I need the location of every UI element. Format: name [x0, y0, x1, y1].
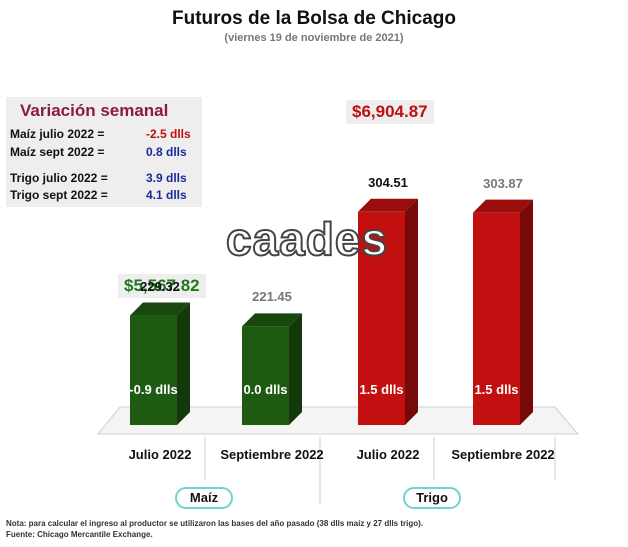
bar-value-label: 221.45: [252, 289, 292, 305]
weekly-variation-panel: [6, 97, 202, 207]
bars-group: [130, 198, 533, 425]
group-label-maiz: Maíz: [175, 487, 233, 509]
category-label: Julio 2022: [128, 447, 192, 462]
bar: [130, 315, 177, 425]
bar: [473, 212, 520, 425]
weekly-row-label: Trigo julio 2022 =: [10, 171, 108, 185]
watermark-logo: caades: [225, 212, 389, 266]
bar-change-label: 0.0 dlls: [243, 382, 288, 397]
trigo-total-price: $6,904.87: [346, 100, 434, 124]
bar: [358, 211, 405, 425]
bar-change-label: 1.5 dlls: [359, 382, 404, 397]
footnote: Nota: para calcular el ingreso al produc…: [6, 519, 424, 528]
bar-top: [358, 198, 418, 212]
bar-change-label: 1.5 dlls: [474, 382, 519, 397]
bar-value-label: 303.87: [483, 175, 523, 191]
source-note: Fuente: Chicago Mercantile Exchange.: [6, 530, 153, 539]
bar-side: [177, 302, 190, 425]
group-label-trigo: Trigo: [403, 487, 461, 509]
bar-value-label: 304.51: [368, 174, 408, 190]
chart-title: Futuros de la Bolsa de Chicago: [172, 8, 456, 29]
weekly-row-value: 4.1 dlls: [146, 188, 187, 202]
bar-value-label: 229.32: [140, 278, 180, 294]
bar: [242, 326, 289, 425]
weekly-row-label: Maíz sept 2022 =: [10, 145, 105, 159]
weekly-variation-title: Variación semanal: [20, 101, 169, 120]
bar-change-label: -0.9 dlls: [129, 382, 178, 397]
weekly-row-value: 0.8 dlls: [146, 145, 187, 159]
category-label: Julio 2022: [356, 447, 420, 462]
bar-side: [520, 199, 533, 425]
maiz-total-price: $5,567.82: [118, 274, 206, 298]
category-label: Septiembre 2022: [451, 447, 555, 462]
bar-top: [242, 313, 302, 327]
bar-side: [289, 313, 302, 425]
weekly-row-value: 3.9 dlls: [146, 171, 187, 185]
weekly-row-label: Maíz julio 2022 =: [10, 127, 105, 141]
weekly-row-value: -2.5 dlls: [146, 127, 191, 141]
bar-side: [405, 198, 418, 425]
bar-top: [473, 199, 533, 213]
chart-subtitle: (viernes 19 de noviembre de 2021): [224, 32, 404, 44]
bar-top: [130, 302, 190, 316]
weekly-row-label: Trigo sept 2022 =: [10, 188, 108, 202]
category-label: Septiembre 2022: [220, 447, 324, 462]
